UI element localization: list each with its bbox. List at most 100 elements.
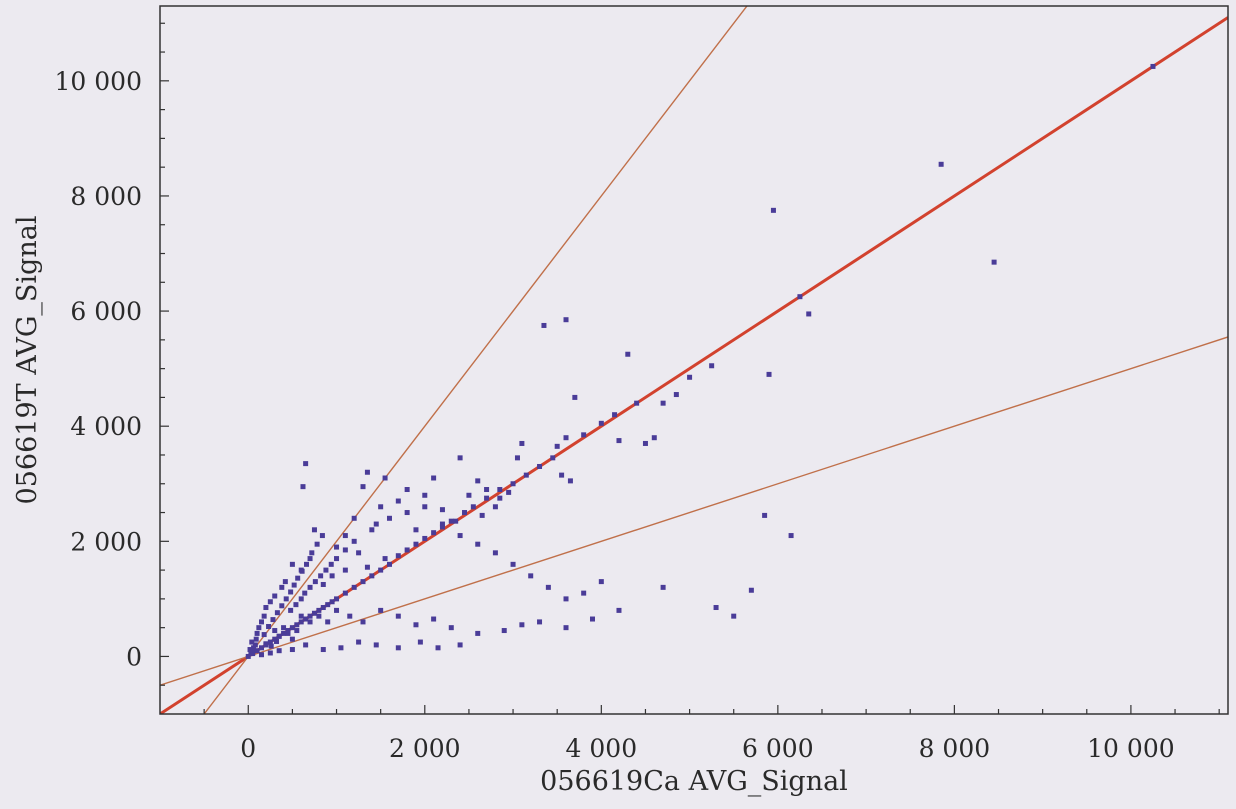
data-point	[514, 455, 520, 461]
data-point	[378, 567, 384, 573]
data-point	[417, 639, 423, 645]
x-tick-label: 10 000	[1087, 734, 1174, 763]
data-point	[334, 596, 340, 602]
data-point	[320, 605, 326, 611]
axis-ticks: 0 2 000 4 000 6 000 8 000 10 000 0 2 000 4 000 6 …	[55, 22, 1220, 763]
data-point	[369, 573, 375, 579]
data-point	[276, 648, 282, 654]
data-point	[282, 579, 288, 585]
data-point	[541, 322, 547, 328]
data-point	[334, 556, 340, 562]
data-point	[328, 561, 334, 567]
data-point	[413, 541, 419, 547]
data-point	[413, 527, 419, 533]
data-point	[250, 651, 256, 657]
data-point	[660, 400, 666, 406]
data-point	[261, 613, 267, 619]
y-tick-label: 8 000	[70, 182, 142, 211]
data-point	[748, 587, 754, 593]
y-axis-title: 056619T AVG_Signal	[12, 216, 43, 505]
x-tick-label: 0	[240, 734, 256, 763]
data-point	[323, 567, 329, 573]
data-point	[731, 613, 737, 619]
data-point	[378, 607, 384, 613]
data-point	[501, 628, 507, 634]
data-point	[484, 495, 490, 501]
data-point	[431, 530, 437, 536]
data-point	[612, 412, 618, 418]
data-point	[285, 628, 291, 634]
y-tick-label: 4 000	[70, 412, 142, 441]
data-point	[598, 579, 604, 585]
reference-lines	[160, 6, 1228, 714]
data-point	[479, 512, 485, 518]
data-point	[572, 394, 578, 400]
data-point	[270, 617, 276, 623]
data-point	[563, 596, 569, 602]
data-point	[312, 579, 318, 585]
data-point	[395, 553, 401, 559]
data-point	[254, 648, 260, 654]
data-point	[272, 628, 278, 634]
data-point	[298, 619, 304, 625]
data-point	[938, 161, 944, 167]
data-point	[567, 478, 573, 484]
data-point	[307, 556, 313, 562]
data-point	[289, 561, 295, 567]
data-point	[356, 639, 362, 645]
data-point	[457, 455, 463, 461]
data-point	[318, 573, 324, 579]
data-point	[267, 599, 273, 605]
data-point	[259, 652, 265, 658]
data-point	[404, 547, 410, 553]
data-point	[528, 573, 534, 579]
data-point	[251, 645, 257, 651]
y-tick-label: 2 000	[70, 527, 142, 556]
data-point	[457, 533, 463, 539]
data-point	[319, 533, 325, 539]
data-point	[466, 492, 472, 498]
data-point	[329, 573, 335, 579]
data-point	[298, 596, 304, 602]
data-point	[554, 443, 560, 449]
data-points	[245, 63, 1156, 659]
data-point	[311, 527, 317, 533]
data-point	[713, 605, 719, 611]
data-point	[245, 653, 251, 659]
data-point	[519, 622, 525, 628]
data-point	[439, 524, 445, 530]
data-point	[422, 535, 428, 541]
data-point	[294, 622, 300, 628]
data-point	[329, 599, 335, 605]
data-point	[316, 613, 322, 619]
data-point	[673, 392, 679, 398]
data-point	[279, 584, 285, 590]
data-point	[360, 484, 366, 490]
data-point	[295, 575, 301, 581]
data-point	[283, 596, 289, 602]
y-tick-label: 10 000	[55, 67, 142, 96]
data-point	[360, 579, 366, 585]
data-point	[267, 650, 273, 656]
data-point	[616, 607, 622, 613]
data-point	[563, 317, 569, 323]
data-point	[492, 550, 498, 556]
y-tick-label: 6 000	[70, 297, 142, 326]
data-point	[439, 521, 445, 527]
data-point	[475, 478, 481, 484]
data-point	[351, 538, 357, 544]
data-point	[289, 636, 295, 642]
data-point	[475, 541, 481, 547]
data-point	[300, 484, 306, 490]
data-point	[506, 489, 512, 495]
data-point	[431, 616, 437, 622]
data-point	[351, 515, 357, 521]
data-point	[347, 613, 353, 619]
data-point	[395, 613, 401, 619]
data-point	[279, 603, 285, 609]
data-point	[288, 589, 294, 595]
data-point	[263, 642, 269, 648]
data-point	[252, 642, 258, 648]
data-point	[293, 602, 299, 608]
data-point	[325, 619, 331, 625]
